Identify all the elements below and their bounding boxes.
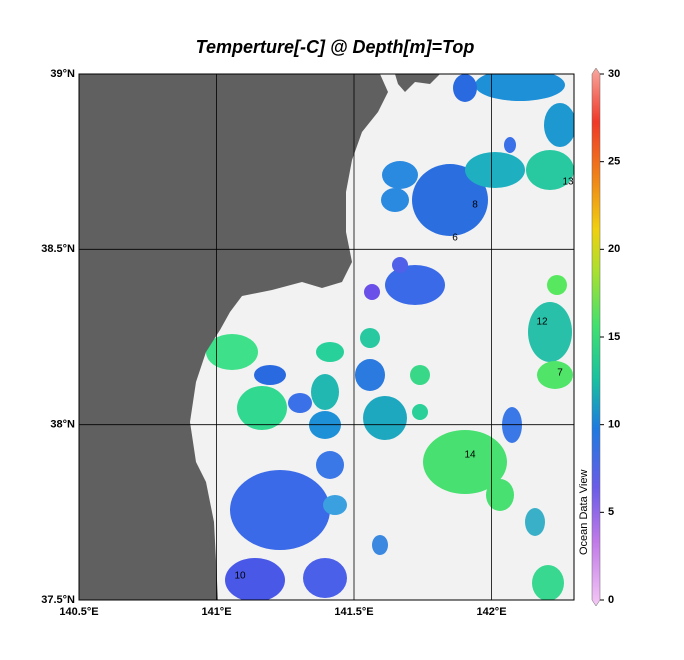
contour-label: 6 — [452, 233, 458, 244]
x-tick-label: 141.5°E — [334, 606, 373, 618]
data-patch — [486, 479, 514, 511]
contour-label: 12 — [536, 317, 548, 328]
data-patch — [316, 342, 344, 362]
map-title: Temperture[-C] @ Depth[m]=Top — [196, 37, 475, 57]
colorbar-tick-label: 30 — [608, 68, 620, 80]
grid — [79, 74, 574, 600]
data-patch — [392, 257, 408, 273]
land — [79, 74, 388, 600]
data-patch — [525, 508, 545, 536]
data-patch — [385, 265, 445, 305]
data-patch — [532, 565, 564, 600]
data-patch — [381, 188, 409, 212]
data-patch — [316, 451, 344, 479]
contour-label: 8 — [472, 200, 478, 211]
data-patch — [355, 359, 385, 391]
watermark: Ocean Data View — [578, 470, 590, 555]
data-patch — [547, 275, 567, 295]
data-patch — [303, 558, 347, 598]
colorbar-tick-label: 5 — [608, 506, 614, 518]
colorbar-tick-label: 15 — [608, 331, 620, 343]
data-patch — [225, 558, 285, 600]
data-patch — [410, 365, 430, 385]
colorbar-tick-label: 25 — [608, 156, 620, 168]
data-patch — [537, 361, 573, 389]
colorbar-tick-label: 10 — [608, 419, 620, 431]
data-patch — [453, 74, 477, 102]
contour-label: 13 — [562, 177, 574, 188]
data-patch — [311, 374, 339, 410]
y-tick-label: 39°N — [50, 68, 75, 80]
contour-labels: 14 10 8 13 12 7 6 — [234, 177, 574, 582]
map-area: 14 10 8 13 12 7 6 — [79, 74, 574, 600]
data-patch — [254, 365, 286, 385]
y-tick-label: 38°N — [50, 419, 75, 431]
data-patch — [544, 103, 574, 147]
data-patch — [323, 495, 347, 515]
data-patch — [372, 535, 388, 555]
data-patch — [230, 470, 330, 550]
colorbar — [591, 67, 601, 607]
data-patch — [528, 302, 572, 362]
data-patch — [504, 137, 516, 153]
data-patch — [465, 152, 525, 188]
colorbar-tick-label: 20 — [608, 243, 620, 255]
contour-label: 14 — [464, 450, 476, 461]
land — [395, 74, 440, 92]
data-patch — [412, 404, 428, 420]
data-patch — [237, 386, 287, 430]
x-tick-label: 142°E — [476, 606, 506, 618]
data-patch — [526, 150, 574, 190]
x-tick-label: 140.5°E — [59, 606, 98, 618]
data-patch — [382, 161, 418, 189]
contour-label: 7 — [557, 368, 563, 379]
contour-label: 10 — [234, 571, 246, 582]
plot-frame — [78, 73, 575, 601]
y-tick-label: 37.5°N — [41, 594, 75, 606]
data-patch — [363, 396, 407, 440]
x-tick-label: 141°E — [201, 606, 231, 618]
data-patch — [288, 393, 312, 413]
data-patch — [423, 430, 507, 494]
data-patch — [360, 328, 380, 348]
data-patches — [206, 74, 574, 600]
data-patch — [364, 284, 380, 300]
data-patch — [206, 334, 258, 370]
data-patch — [475, 74, 565, 101]
data-patch — [412, 164, 488, 236]
colorbar-tick-label: 0 — [608, 594, 614, 606]
y-tick-label: 38.5°N — [41, 243, 75, 255]
